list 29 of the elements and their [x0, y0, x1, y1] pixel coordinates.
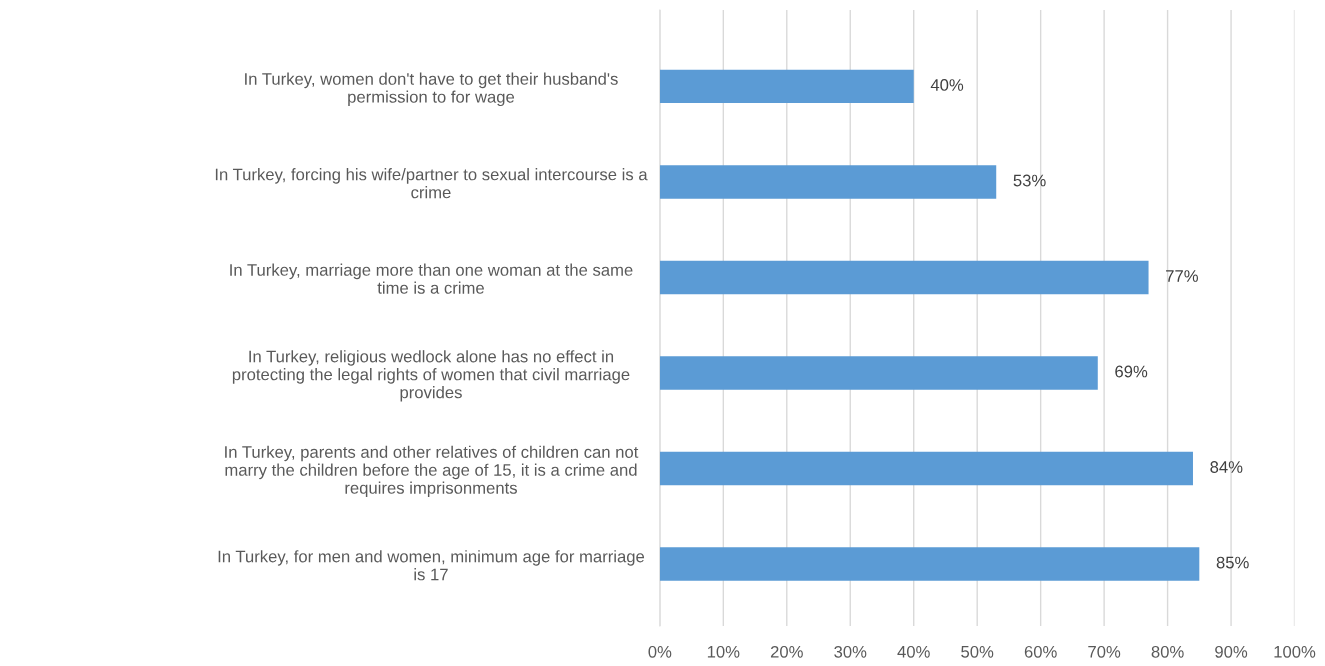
data-label: 84% — [1210, 461, 1243, 473]
x-tick-label: 40% — [897, 645, 930, 658]
data-label: 53% — [1013, 174, 1046, 187]
x-tick-label: 80% — [1151, 645, 1184, 658]
bar — [659, 165, 997, 199]
x-tick-label: 0% — [648, 645, 672, 658]
x-tick-label: 60% — [1024, 645, 1057, 658]
x-tick-label: 90% — [1215, 645, 1248, 658]
y-tick-label: In Turkey, parents and other relatives of children can not marry the children before the age of 15, it is a crime and requires imprisonments — [225, 445, 639, 498]
data-label: 69% — [1115, 365, 1148, 378]
data-label: 77% — [1166, 270, 1198, 282]
y-tick-label: In Turkey, for men and women, minimum age for marriage is 17 — [218, 550, 645, 581]
data-label: 40% — [930, 79, 964, 91]
y-tick-label: In Turkey, women don't have to get their husband's permission to for wage — [245, 72, 618, 107]
bar — [659, 260, 1149, 295]
x-tick-label: 70% — [1088, 645, 1121, 658]
bar — [659, 451, 1193, 486]
x-tick-label: 100% — [1274, 645, 1316, 658]
x-tick-label: 20% — [770, 645, 803, 658]
y-tick-label: In Turkey, religious wedlock alone has no effect in protecting the legal rights of women that civil marriage provides — [232, 350, 630, 402]
bar — [659, 69, 914, 104]
y-tick-label: In Turkey, forcing his wife/partner to sexual intercourse is a crime — [215, 168, 648, 199]
x-tick-label: 50% — [961, 645, 994, 658]
x-tick-label: 10% — [707, 645, 740, 658]
x-tick-label: 30% — [834, 645, 867, 658]
y-tick-label: In Turkey, marriage more than one woman at the same time is a crime — [230, 263, 633, 294]
bar — [659, 547, 1200, 581]
bar — [659, 356, 1098, 390]
data-label: 85% — [1216, 556, 1249, 569]
